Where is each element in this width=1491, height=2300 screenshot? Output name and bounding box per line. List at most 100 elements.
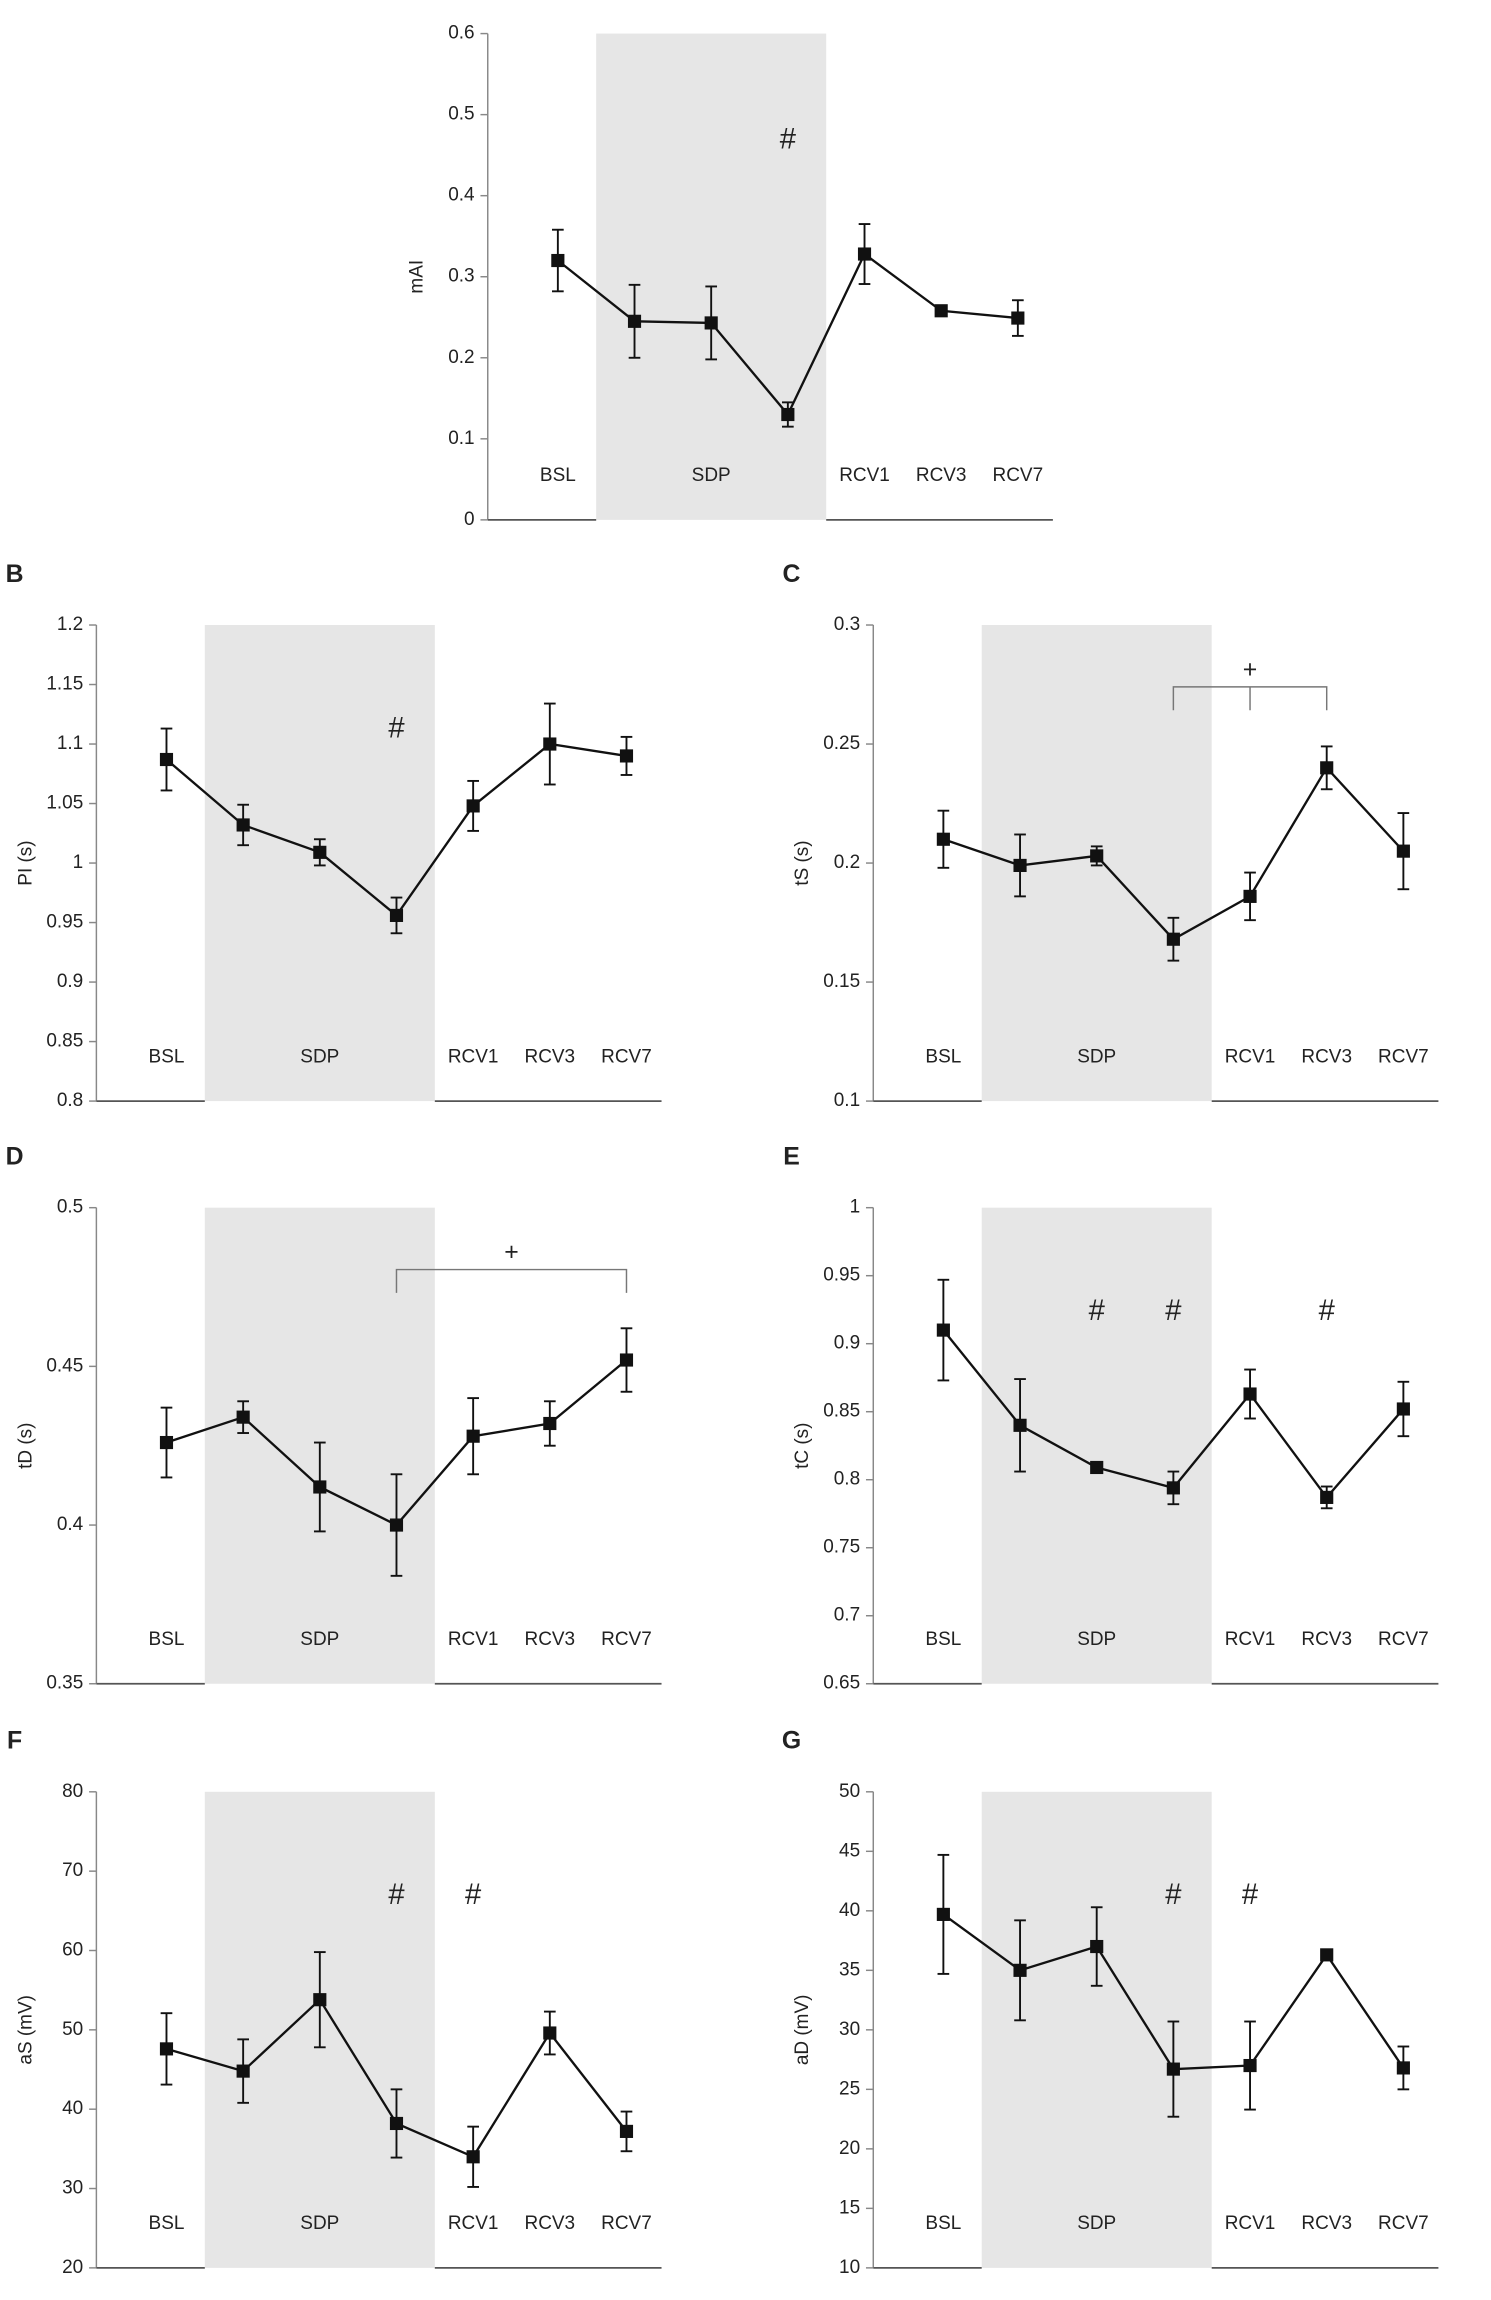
data-point [1166, 932, 1180, 946]
x-category-label: BSL [149, 1629, 185, 1650]
y-tick-label: 30 [62, 2178, 83, 2199]
data-point [1090, 849, 1104, 863]
comparison-bracket [1172, 686, 1328, 711]
x-category-label: RCV7 [1378, 1046, 1429, 1067]
data-point [1320, 761, 1334, 775]
data-point [236, 818, 250, 832]
data-point [1166, 2062, 1180, 2076]
y-tick-label: 1.2 [57, 614, 83, 635]
x-category-label: RCV7 [1378, 2213, 1429, 2234]
data-point [619, 1353, 634, 1367]
data-point [551, 253, 565, 268]
significance-mark: # [1089, 1295, 1106, 1327]
y-tick-label: 0.65 [823, 1673, 860, 1694]
y-tick-label: 0.25 [823, 733, 860, 754]
y-tick-label: 20 [62, 2257, 83, 2278]
significance-mark: # [465, 1879, 482, 1911]
y-tick-label: 60 [62, 1940, 83, 1961]
x-category-label: RCV1 [448, 1629, 499, 1650]
y-tick-label: 15 [839, 2197, 860, 2218]
y-tick-label: 0.45 [46, 1355, 83, 1376]
y-tick-label: 0.4 [448, 185, 474, 206]
y-tick-label: 0.35 [46, 1673, 83, 1694]
data-point [1396, 844, 1410, 858]
y-tick-label: 0.4 [57, 1514, 83, 1535]
y-tick-label: 1.05 [46, 793, 83, 814]
data-point [1320, 1948, 1334, 1962]
y-tick-label: 50 [839, 1781, 860, 1802]
data-point [936, 832, 950, 846]
data-point [543, 1416, 557, 1431]
y-tick-label: 0.95 [46, 912, 83, 933]
y-axis-label: aS (mV) [15, 1995, 36, 2065]
y-tick-label: 10 [839, 2257, 860, 2278]
data-point [313, 1993, 327, 2007]
y-tick-label: 20 [839, 2138, 860, 2159]
x-category-label: RCV1 [839, 465, 890, 486]
data-point [313, 845, 327, 859]
data-point [857, 247, 872, 261]
data-point [704, 316, 718, 330]
data-point [1320, 1490, 1334, 1504]
panel-letter: F [7, 1728, 22, 1755]
significance-mark: # [1165, 1879, 1182, 1911]
y-tick-label: 40 [62, 2098, 83, 2119]
y-axis-label: tS (s) [792, 840, 813, 885]
comparison-mark: + [504, 1239, 519, 1266]
data-point [159, 2042, 174, 2056]
y-tick-label: 0.3 [448, 266, 474, 287]
y-tick-label: 70 [62, 1860, 83, 1881]
y-tick-label: 0.5 [448, 104, 474, 125]
x-category-label: SDP [300, 2213, 339, 2234]
x-category-label: RCV7 [601, 1046, 652, 1067]
data-point [1396, 2061, 1410, 2075]
y-axis-label: tD (s) [15, 1423, 36, 1469]
data-point [936, 1907, 950, 1921]
y-tick-label: 0.75 [823, 1537, 860, 1558]
data-point [389, 2116, 404, 2131]
x-category-label: RCV3 [525, 2213, 576, 2234]
significance-mark: # [388, 712, 405, 744]
y-tick-label: 0.1 [448, 428, 474, 449]
x-category-label: RCV3 [525, 1046, 576, 1067]
y-tick-label: 0.5 [57, 1197, 83, 1218]
x-category-label: BSL [925, 1046, 961, 1067]
panel-letter: D [6, 1144, 24, 1171]
x-category-label: SDP [1077, 1046, 1116, 1067]
y-tick-label: 1.1 [57, 733, 83, 754]
significance-mark: # [1319, 1295, 1336, 1327]
y-axis-label: PI (s) [15, 840, 36, 885]
y-axis-label: tC (s) [792, 1423, 813, 1469]
x-category-label: SDP [1077, 1629, 1116, 1650]
y-tick-label: 0.85 [823, 1401, 860, 1422]
data-point [627, 314, 642, 328]
data-point [936, 1323, 950, 1337]
y-axis-label: aD (mV) [792, 1995, 813, 2066]
data-point [543, 737, 557, 751]
data-point [1243, 2058, 1257, 2073]
x-category-label: SDP [300, 1629, 339, 1650]
x-category-label: RCV3 [525, 1629, 576, 1650]
y-tick-label: 35 [839, 1959, 860, 1980]
y-tick-label: 0.9 [834, 1333, 860, 1354]
y-tick-label: 0.15 [823, 971, 860, 992]
x-category-label: BSL [925, 2213, 961, 2234]
y-tick-label: 0.1 [834, 1090, 860, 1111]
x-category-label: RCV1 [1225, 1629, 1276, 1650]
x-category-label: RCV1 [1225, 1046, 1276, 1067]
x-category-label: RCV3 [1301, 2213, 1352, 2234]
data-point [619, 2124, 634, 2138]
y-tick-label: 1 [73, 852, 84, 873]
y-tick-label: 0.8 [57, 1090, 83, 1111]
y-tick-label: 0.6 [448, 23, 474, 44]
data-point [1090, 1939, 1104, 1954]
x-category-label: RCV3 [916, 465, 967, 486]
y-tick-label: 0.8 [834, 1469, 860, 1490]
data-point [1013, 858, 1027, 872]
data-point [1166, 1481, 1180, 1495]
comparison-bracket [395, 1268, 628, 1293]
x-category-label: BSL [540, 465, 576, 486]
x-category-label: RCV7 [1378, 1629, 1429, 1650]
y-tick-label: 0.7 [834, 1605, 860, 1626]
